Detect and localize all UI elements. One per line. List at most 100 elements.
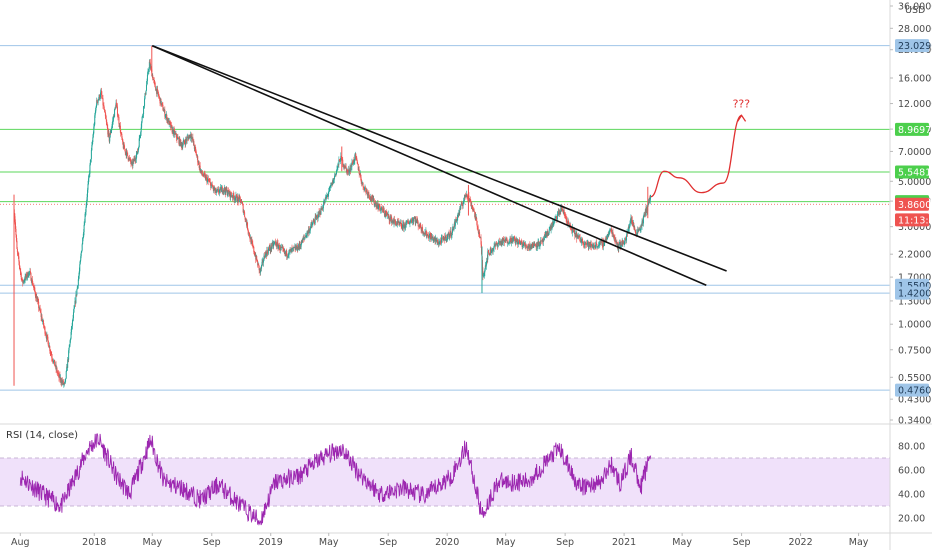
candle-body — [183, 140, 185, 143]
candle-body — [337, 164, 339, 167]
candle-body — [69, 340, 71, 345]
candle-body — [326, 195, 328, 197]
candle-body — [263, 255, 265, 258]
candle-body — [568, 221, 570, 225]
candle-body — [190, 134, 192, 137]
candle-body — [624, 238, 626, 242]
candle-body — [57, 373, 59, 374]
candle-body — [28, 271, 30, 277]
candle-body — [512, 237, 514, 239]
candle-body — [374, 204, 376, 205]
candle-body — [426, 234, 428, 236]
candle-body — [14, 222, 16, 229]
candle-body — [82, 237, 84, 238]
candle-body — [638, 229, 640, 231]
candle-body — [185, 138, 187, 140]
candle-body — [597, 245, 599, 247]
candle-body — [72, 318, 74, 320]
candle-body — [524, 242, 526, 245]
candle-body — [595, 244, 597, 249]
candle-body — [151, 69, 153, 77]
candle-body — [203, 173, 205, 175]
candle-body — [427, 234, 429, 235]
candle-body — [154, 83, 156, 88]
candle-body — [390, 217, 392, 219]
candle-body — [537, 241, 539, 247]
candle-body — [80, 256, 82, 261]
price-tick-label: 1.3000 — [898, 296, 931, 307]
candle-body — [24, 280, 26, 282]
price-tick-label: 3.0000 — [898, 222, 931, 233]
time-tick-label: May — [319, 537, 339, 548]
candle-body — [355, 153, 357, 157]
candle-body — [212, 186, 214, 188]
candle-body — [406, 221, 408, 223]
candle-body — [173, 129, 175, 131]
candle-body — [97, 100, 99, 103]
candle-body — [354, 154, 356, 161]
price-tick-label: 0.3400 — [898, 416, 931, 427]
rsi-pane[interactable]: 20.00 40.00 60.00 80.00 — [0, 423, 932, 526]
candle-body — [644, 214, 646, 217]
candle-body — [583, 242, 585, 245]
price-tag-box — [895, 122, 929, 136]
candle-body — [194, 146, 196, 149]
candle-body — [409, 221, 411, 224]
candle-body — [512, 238, 514, 243]
candle-body — [90, 150, 92, 159]
candle-body — [353, 160, 355, 162]
candle-body — [78, 275, 80, 280]
candle-body — [498, 241, 500, 244]
price-axis[interactable]: 0.3400 0.4300 0.5500 0.7500 1.0000 1.3000 1.70… — [889, 0, 932, 550]
candle-body — [191, 137, 193, 139]
candle-body — [636, 232, 638, 236]
candle-body — [100, 92, 102, 98]
candle-body — [251, 240, 253, 242]
candle-body — [148, 61, 150, 69]
time-tick-label: Sep — [556, 537, 574, 548]
candle-body — [261, 264, 263, 269]
candle-body — [174, 130, 176, 135]
candle-body — [50, 352, 52, 353]
candle-body — [598, 244, 600, 246]
candle-body — [193, 141, 195, 146]
candle-body — [153, 79, 155, 80]
candle-body — [165, 115, 167, 117]
candle-body — [78, 271, 80, 276]
candle-body — [355, 156, 357, 158]
candle-body — [513, 237, 515, 240]
candle-body — [553, 222, 555, 226]
candle-body — [454, 220, 456, 226]
candle-body — [121, 138, 123, 140]
price-tag: 5.5481 — [895, 165, 931, 179]
candle-body — [108, 131, 110, 135]
candle-body — [334, 175, 336, 176]
time-axis[interactable]: Aug 2018 May Sep 2019 May Sep 2020 May Sep 2021 May… — [0, 532, 932, 548]
candle-body — [144, 93, 146, 99]
candle-body — [509, 237, 511, 243]
candle-body — [247, 222, 249, 230]
candle-body — [269, 247, 271, 250]
candle-body — [529, 244, 531, 248]
candle-body — [138, 147, 140, 149]
candle-body — [228, 190, 230, 193]
candle-body — [615, 240, 617, 243]
trendline-0 — [151, 45, 727, 272]
candle-body — [18, 256, 20, 262]
price-tick-label: 5.0000 — [898, 177, 931, 188]
candle-body — [469, 199, 471, 202]
candle-body — [75, 294, 77, 304]
candle-body — [322, 204, 324, 209]
candle-body — [521, 240, 523, 244]
candle-body — [317, 215, 319, 219]
price-tag-box — [895, 165, 929, 179]
candle-body — [334, 175, 336, 180]
price-pane[interactable] — [0, 45, 890, 391]
candle-body — [483, 275, 485, 277]
price-tick-label: 1.7000 — [898, 273, 931, 284]
time-tick-label: May — [496, 537, 516, 548]
candle-body — [135, 154, 137, 160]
candle-body — [350, 165, 352, 171]
candle-body — [634, 227, 636, 230]
